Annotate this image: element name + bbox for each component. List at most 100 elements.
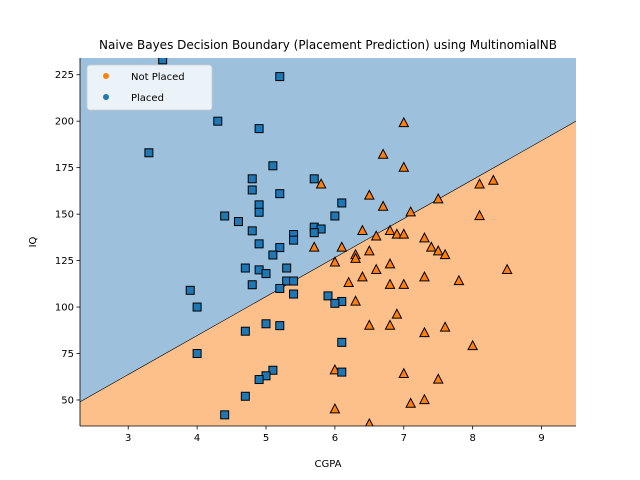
point-placed: [275, 72, 285, 82]
point-placed: [254, 239, 264, 249]
point-placed: [220, 410, 230, 420]
point-not-placed: [336, 241, 348, 252]
point-not-placed: [377, 148, 389, 159]
point-not-placed: [419, 326, 430, 338]
point-not-placed: [357, 271, 368, 282]
y-tick-label: 200: [55, 117, 74, 128]
legend: Not Placed Placed: [86, 64, 213, 111]
region-placed: [80, 58, 576, 402]
point-placed: [275, 189, 285, 199]
point-not-placed: [384, 278, 396, 289]
point-placed: [309, 228, 319, 238]
axes: 3 4 5 6 7 8 9 50 75 100 125 150 175 200 225: [55, 58, 576, 444]
legend-box: [86, 64, 213, 111]
point-placed: [233, 217, 243, 227]
point-not-placed: [370, 230, 382, 241]
point-placed: [247, 185, 257, 195]
point-placed: [275, 283, 285, 293]
point-placed: [185, 285, 195, 295]
point-not-placed: [357, 224, 368, 235]
point-not-placed: [453, 274, 465, 286]
point-placed: [337, 337, 347, 347]
point-not-placed: [308, 241, 320, 252]
point-placed: [247, 174, 257, 184]
point-placed: [337, 198, 347, 208]
point-placed: [289, 235, 299, 245]
point-not-placed: [363, 319, 375, 330]
legend-marker: [103, 73, 109, 79]
point-not-placed: [329, 256, 341, 267]
point-not-placed: [315, 178, 327, 189]
point-placed: [144, 148, 154, 158]
data-points: [144, 58, 513, 426]
point-not-placed: [432, 192, 444, 204]
y-tick-label: 150: [55, 210, 74, 221]
point-not-placed: [439, 321, 451, 332]
point-not-placed: [398, 228, 410, 239]
point-placed: [254, 375, 264, 385]
x-tick-label: 5: [263, 433, 269, 444]
series-placed: [144, 58, 347, 420]
point-placed: [247, 226, 257, 236]
point-placed: [268, 365, 278, 375]
point-placed: [268, 250, 278, 260]
x-tick-label: 6: [332, 433, 338, 444]
point-not-placed: [350, 295, 361, 306]
point-placed: [309, 174, 319, 184]
point-placed: [158, 58, 168, 65]
plot-area: [80, 58, 576, 426]
point-not-placed: [363, 245, 375, 256]
point-not-placed: [474, 209, 485, 221]
point-placed: [240, 263, 250, 273]
point-placed: [240, 326, 250, 336]
y-tick-label: 125: [55, 256, 74, 267]
point-not-placed: [329, 402, 341, 414]
point-not-placed: [363, 189, 375, 200]
point-not-placed: [391, 228, 403, 239]
point-not-placed: [384, 319, 396, 330]
y-tick-label: 75: [61, 349, 74, 360]
series-not-placed: [308, 116, 513, 426]
point-not-placed: [384, 258, 396, 269]
point-placed: [330, 298, 340, 308]
point-not-placed: [391, 308, 403, 319]
point-not-placed: [398, 116, 410, 128]
point-placed: [275, 243, 285, 253]
point-placed: [254, 200, 264, 210]
legend-label: Not Placed: [131, 72, 185, 83]
y-axis-label: IQ: [28, 236, 39, 247]
point-not-placed: [467, 339, 479, 351]
point-not-placed: [419, 271, 430, 282]
point-not-placed: [425, 241, 437, 252]
point-placed: [268, 161, 278, 171]
point-not-placed: [343, 276, 355, 287]
point-not-placed: [419, 232, 430, 243]
point-not-placed: [365, 417, 374, 426]
point-not-placed: [432, 373, 444, 384]
point-not-placed: [398, 278, 410, 289]
point-not-placed: [405, 397, 417, 408]
point-not-placed: [432, 245, 444, 256]
x-tick-label: 7: [401, 433, 407, 444]
y-tick-label: 50: [61, 395, 74, 406]
point-not-placed: [384, 224, 396, 235]
point-not-placed: [398, 367, 410, 379]
point-placed: [254, 124, 264, 134]
point-not-placed: [439, 248, 451, 260]
point-not-placed: [487, 174, 499, 185]
y-tick-label: 225: [55, 70, 74, 81]
x-tick-label: 8: [469, 433, 475, 444]
point-not-placed: [377, 200, 389, 211]
decision-boundary: [80, 120, 576, 403]
point-placed: [289, 276, 299, 286]
x-tick-label: 9: [538, 433, 544, 444]
x-tick-label: 4: [194, 433, 200, 444]
legend-marker: [103, 94, 109, 100]
point-not-placed: [370, 263, 382, 274]
point-placed: [261, 269, 271, 279]
point-not-placed: [501, 263, 513, 274]
point-not-placed: [405, 205, 417, 217]
chart-title: Naive Bayes Decision Boundary (Placement…: [99, 38, 557, 52]
point-placed: [254, 207, 264, 217]
